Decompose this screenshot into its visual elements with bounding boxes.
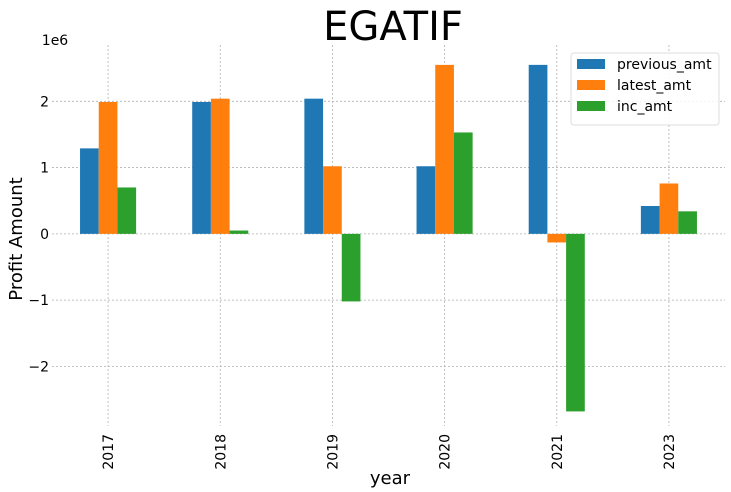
legend: previous_amt latest_amt inc_amt xyxy=(570,52,720,126)
x-tick-label: 2020 xyxy=(438,434,454,470)
bar-previous_amt-2020 xyxy=(416,166,436,234)
legend-swatch-latest_amt xyxy=(577,80,605,90)
bar-latest_amt-2020 xyxy=(435,64,454,234)
bar-latest_amt-2019 xyxy=(323,166,342,234)
y-tick-label: 2 xyxy=(40,94,49,110)
bar-latest_amt-2018 xyxy=(210,98,230,234)
bar-inc_amt-2019 xyxy=(341,233,361,302)
bar-latest_amt-2017 xyxy=(98,101,118,234)
x-axis-label: year xyxy=(370,468,411,489)
bar-inc_amt-2018 xyxy=(229,230,249,234)
legend-label-previous_amt: previous_amt xyxy=(617,57,712,73)
legend-box xyxy=(570,52,720,126)
legend-label-latest_amt: latest_amt xyxy=(617,78,692,94)
bar-previous_amt-2023 xyxy=(640,206,660,234)
bars xyxy=(80,64,697,412)
y-tick-label: 0 xyxy=(40,227,49,243)
bar-previous_amt-2017 xyxy=(80,148,99,234)
bar-previous_amt-2021 xyxy=(528,64,548,234)
x-tick-label: 2017 xyxy=(101,434,117,470)
legend-label-inc_amt: inc_amt xyxy=(617,99,673,115)
bar-latest_amt-2023 xyxy=(659,183,679,234)
bar-previous_amt-2019 xyxy=(304,98,324,234)
grid-lines xyxy=(52,45,725,426)
y-tick-label: 1 xyxy=(40,161,49,177)
chart-title: EGATIF xyxy=(323,4,463,50)
y-axis-label: Profit Amount xyxy=(6,177,27,300)
x-tick-label: 2018 xyxy=(213,434,229,470)
bar-latest_amt-2021 xyxy=(547,233,567,243)
y-offset-label: 1e6 xyxy=(42,33,69,49)
x-tick-label: 2019 xyxy=(325,434,341,470)
bar-previous_amt-2018 xyxy=(192,101,211,234)
bar-inc_amt-2021 xyxy=(566,233,585,412)
legend-swatch-inc_amt xyxy=(577,101,605,111)
legend-swatch-previous_amt xyxy=(577,59,605,69)
bar-inc_amt-2023 xyxy=(678,211,697,234)
y-tick-label: −2 xyxy=(28,359,49,375)
y-tick-labels: −2 −1 0 1 2 xyxy=(28,94,49,375)
bar-inc_amt-2017 xyxy=(117,187,137,234)
bar-inc_amt-2020 xyxy=(453,132,473,234)
x-tick-labels: 2017 2018 2019 2020 2021 2023 xyxy=(101,434,678,470)
y-tick-label: −1 xyxy=(28,293,49,309)
x-tick-label: 2023 xyxy=(662,434,678,470)
x-tick-label: 2021 xyxy=(550,434,566,470)
